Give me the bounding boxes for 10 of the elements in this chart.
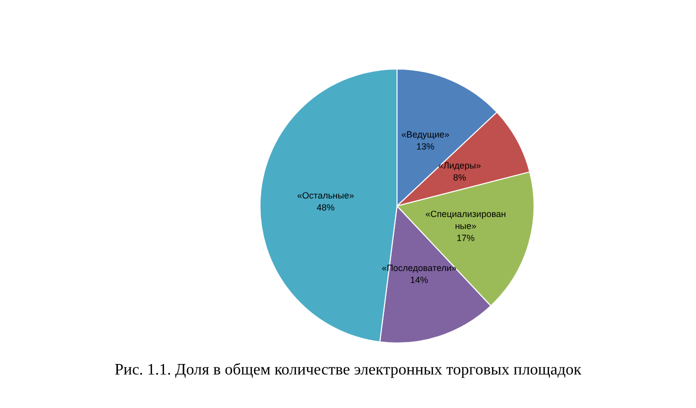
data-label: 14% bbox=[410, 275, 428, 285]
slice-label: «Остальные» bbox=[297, 190, 354, 201]
slice-label: «Специализированные» bbox=[425, 208, 506, 231]
data-label: 13% bbox=[416, 141, 434, 152]
slice-label: «Лидеры» bbox=[438, 160, 481, 171]
slice-label: «Ведущие» bbox=[401, 129, 450, 140]
text: Рис. 1.1. Доля в общем количестве электронных торговых площадок bbox=[114, 362, 582, 378]
data-label: 48% bbox=[316, 202, 335, 213]
data-label: 17% bbox=[456, 232, 475, 243]
data-label: 8% bbox=[453, 172, 466, 183]
